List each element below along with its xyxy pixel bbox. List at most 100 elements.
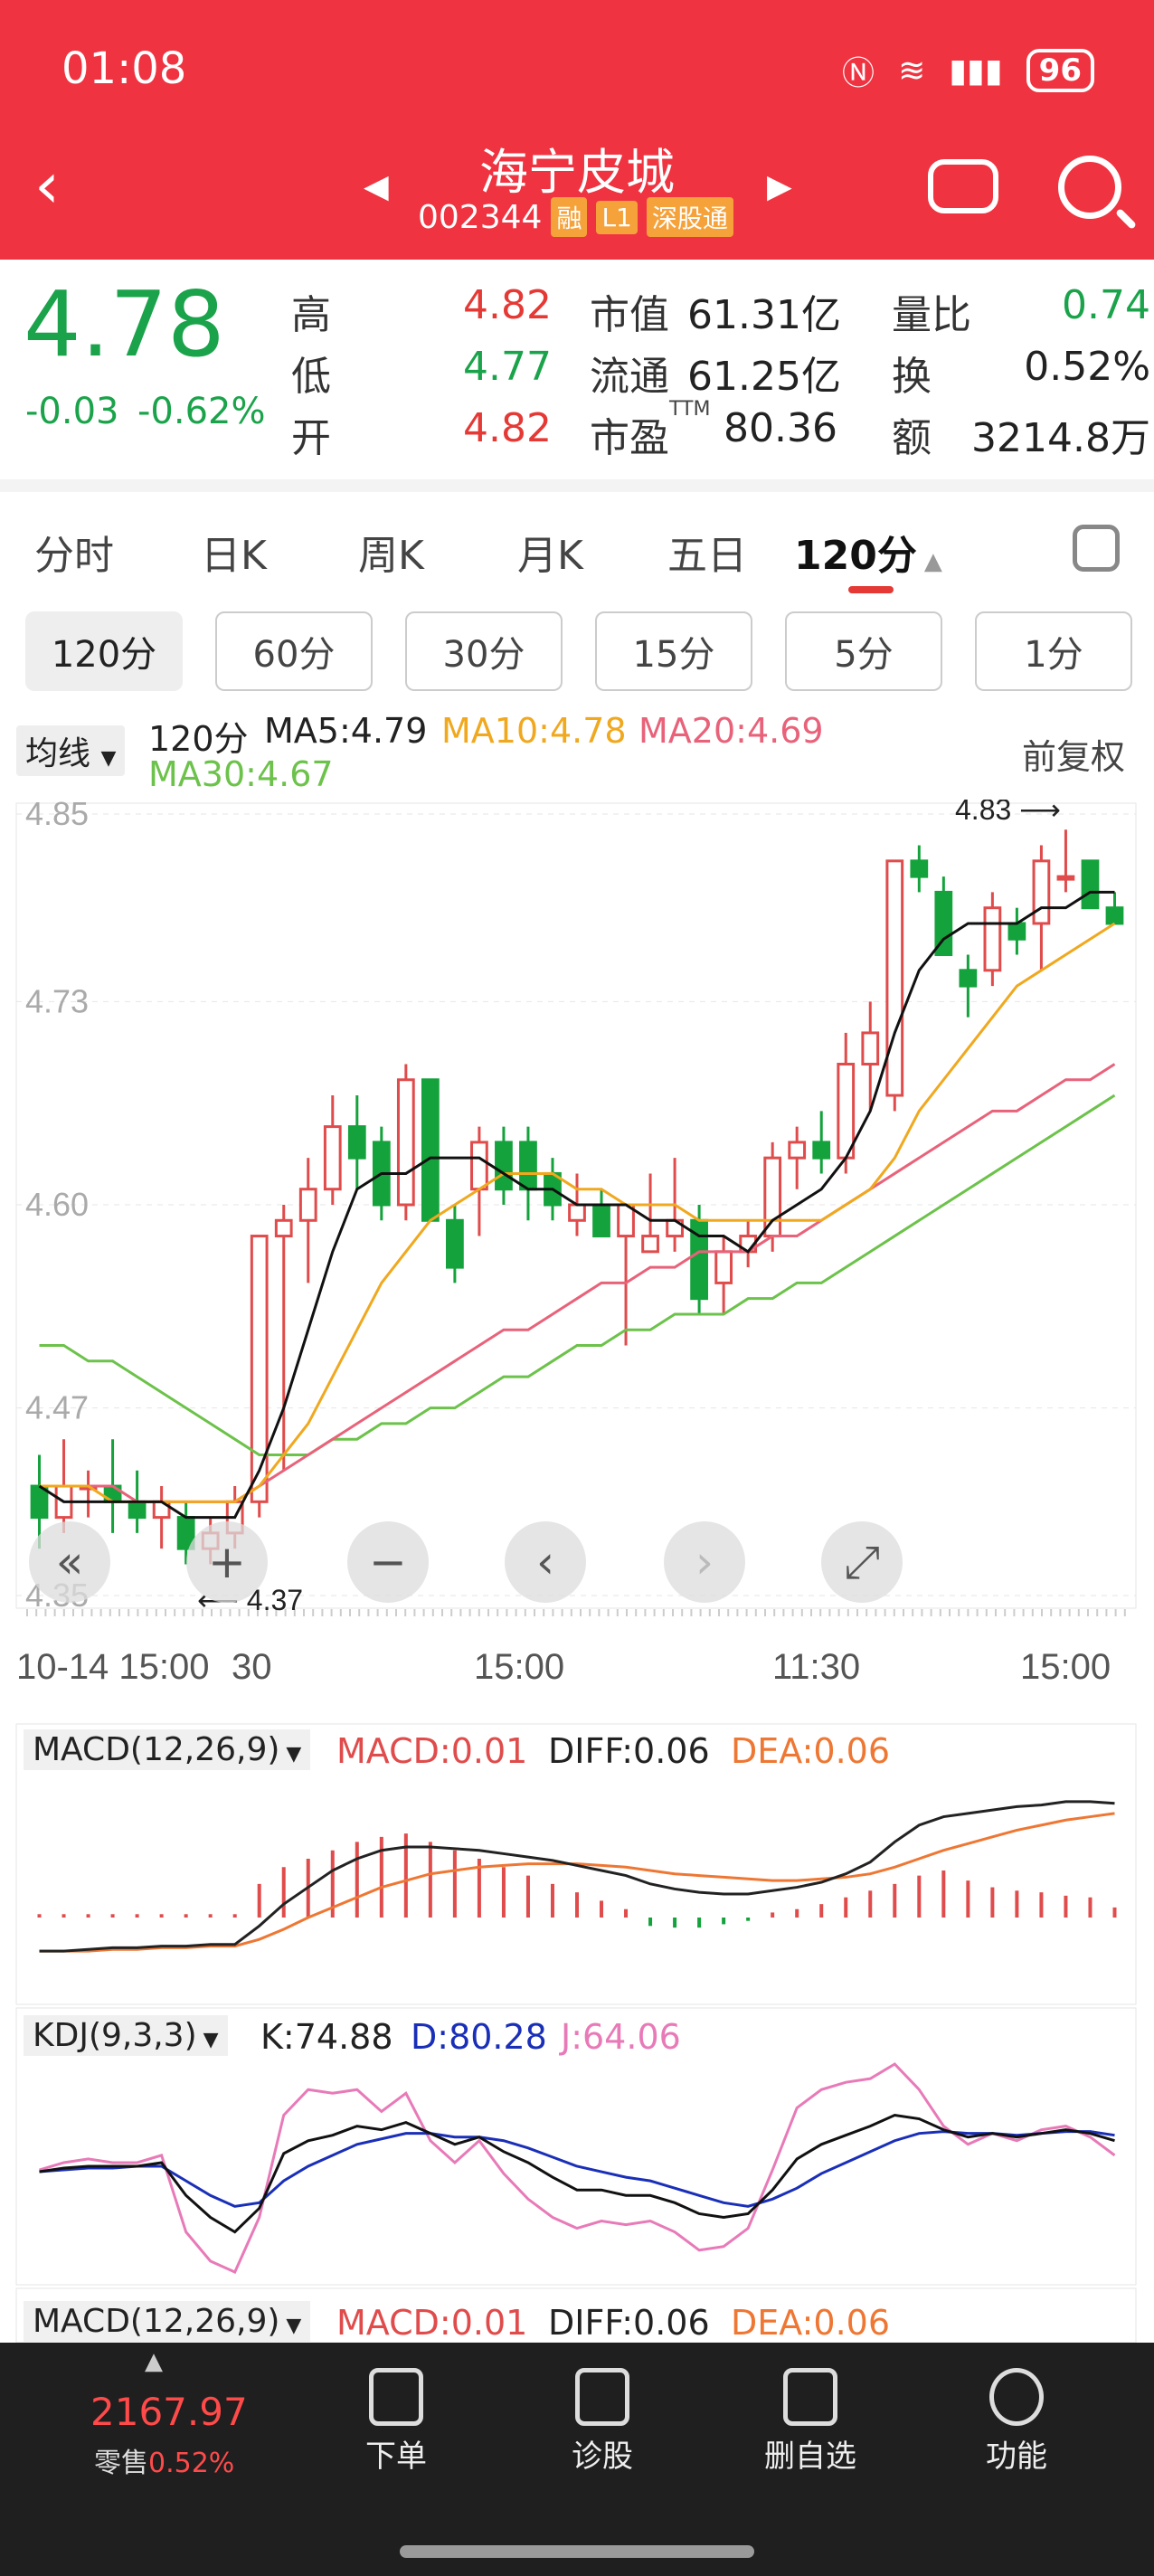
candlestick-chart[interactable]: 4.854.734.604.474.35 10-14 15:003015:001… [0, 800, 1154, 1704]
chevron-down-icon: ▼ [100, 747, 117, 770]
order-button[interactable]: 下单 [342, 2368, 450, 2476]
candle-up [323, 1125, 342, 1191]
scroll-left-icon[interactable]: ‹ [505, 1521, 586, 1603]
turnover-label: 换 [892, 354, 932, 400]
remove-watchlist-button[interactable]: 删自选 [756, 2368, 865, 2476]
y-tick-label: 4.73 [25, 982, 89, 1019]
ma5-value: MA5:4.79 [264, 711, 428, 751]
tab-week-k[interactable]: 周K [358, 533, 424, 579]
battery-icon: 96 [1026, 49, 1094, 92]
ma-selector[interactable]: 均线 ▼ [16, 725, 126, 776]
mktcap-value: 61.31亿 [687, 292, 841, 338]
sector-index-value[interactable]: 2167.97 [90, 2390, 248, 2434]
tag-level: L1 [596, 200, 638, 234]
macd-selector[interactable]: MACD(12,26,9) ▼ [24, 1729, 311, 1770]
tab-five-day[interactable]: 五日 [667, 533, 747, 579]
candle-up [250, 1235, 269, 1503]
ma-legend: 均线 ▼ 120分 MA5:4.79 MA10:4.78 MA20:4.69 M… [0, 706, 1154, 805]
j-line [39, 2062, 1116, 2274]
subtab-1min[interactable]: 1分 [975, 611, 1132, 691]
diff2-value: DIFF:0.06 [548, 2303, 710, 2343]
kdj-selector[interactable]: KDJ(9,3,3) ▼ [24, 2015, 228, 2056]
prev-stock-arrow[interactable]: ◀ [364, 168, 389, 205]
candle-down [421, 1078, 440, 1222]
ma-selector-label: 均线 [25, 735, 91, 772]
candle-down [519, 1141, 537, 1191]
diff-value: DIFF:0.06 [548, 1731, 710, 1771]
kdj-panel [15, 2007, 1137, 2286]
tab-month-k[interactable]: 月K [517, 533, 583, 579]
amount-value: 3214.8万 [971, 415, 1150, 461]
next-stock-arrow[interactable]: ▶ [767, 168, 792, 205]
float-value: 61.25亿 [687, 354, 841, 400]
candle-down [592, 1203, 610, 1238]
candle-up [1056, 875, 1075, 881]
chart-settings-icon[interactable] [1073, 525, 1120, 572]
scroll-left-fast-icon[interactable]: « [29, 1521, 110, 1603]
candle-down [347, 1125, 366, 1160]
robot-assistant-icon[interactable] [928, 159, 998, 213]
zoom-in-icon[interactable]: + [186, 1521, 268, 1603]
tab-intraday[interactable]: 分时 [34, 533, 114, 579]
bottom-bar: ▲ 2167.97 零售0.52% 下单 诊股 删自选 功能 [0, 2343, 1154, 2576]
ma10-value: MA10:4.78 [441, 711, 627, 751]
ma20-value: MA20:4.69 [638, 711, 824, 751]
functions-button[interactable]: 功能 [962, 2368, 1071, 2476]
tab-120min-label: 120分 [794, 533, 917, 579]
stock-name: 海宁皮城 [479, 144, 675, 201]
k-value: K:74.88 [260, 2017, 393, 2057]
functions-label: 功能 [986, 2439, 1047, 2475]
diagnose-button[interactable]: 诊股 [548, 2368, 657, 2476]
tag-connect: 深股通 [646, 197, 733, 237]
j-value: J:64.06 [561, 2017, 681, 2057]
subtab-15min[interactable]: 15分 [595, 611, 752, 691]
last-price: 4.78 [24, 271, 225, 377]
low-label: 低 [291, 354, 331, 400]
open-label: 开 [291, 415, 331, 461]
candle-up [861, 1031, 880, 1065]
candle-up [714, 1250, 733, 1284]
indicator-panels[interactable] [0, 1719, 1154, 2343]
sector-index-label: 零售0.52% [94, 2440, 234, 2480]
candle-up [641, 1235, 659, 1254]
y-tick-label: 4.85 [25, 800, 89, 832]
x-tick-label: 30 [232, 1647, 272, 1687]
d-line [39, 2130, 1115, 2208]
subtab-60min[interactable]: 60分 [215, 611, 373, 691]
search-icon[interactable] [1058, 156, 1121, 219]
ma30-value: MA30:4.67 [148, 754, 334, 794]
sector-name: 零售 [94, 2448, 148, 2479]
dea2-value: DEA:0.06 [731, 2303, 891, 2343]
subtab-30min[interactable]: 30分 [405, 611, 563, 691]
chart-controls: « + − ‹ › ⤢ [0, 1521, 1154, 1612]
macd-selector-label: MACD(12,26,9) [33, 1731, 280, 1768]
subtab-120min[interactable]: 120分 [25, 611, 183, 691]
x-tick-label: 15:00 [474, 1647, 564, 1687]
macd-value: MACD:0.01 [336, 1731, 528, 1771]
home-indicator[interactable] [400, 2545, 754, 2558]
k-line [39, 2113, 1115, 2234]
candle-down [1081, 859, 1100, 910]
subtab-5min[interactable]: 5分 [785, 611, 942, 691]
ma20-line [39, 1063, 1116, 1503]
candle-up [470, 1141, 488, 1191]
zoom-out-icon[interactable]: − [347, 1521, 429, 1603]
kdj-selector-label: KDJ(9,3,3) [33, 2017, 197, 2054]
scroll-right-icon[interactable]: › [664, 1521, 745, 1603]
fullscreen-icon[interactable]: ⤢ [821, 1521, 903, 1603]
quote-panel [0, 260, 1154, 481]
amount-label: 额 [892, 415, 932, 461]
candle-up [298, 1188, 317, 1222]
chevron-down-icon: ▼ [279, 2315, 302, 2337]
tab-120min[interactable]: 120分 ▲ [794, 523, 942, 581]
macd2-selector[interactable]: MACD(12,26,9) ▼ [24, 2301, 311, 2342]
back-button[interactable]: ‹ [34, 148, 60, 223]
candle-down [495, 1141, 513, 1191]
adjust-mode[interactable]: 前复权 [1022, 737, 1126, 777]
expand-up-icon[interactable]: ▲ [145, 2348, 163, 2375]
tab-day-k[interactable]: 日K [201, 533, 267, 579]
volratio-value: 0.74 [1062, 282, 1150, 328]
candle-down [812, 1141, 831, 1160]
order-label: 下单 [365, 2439, 427, 2475]
status-time: 01:08 [61, 43, 187, 94]
